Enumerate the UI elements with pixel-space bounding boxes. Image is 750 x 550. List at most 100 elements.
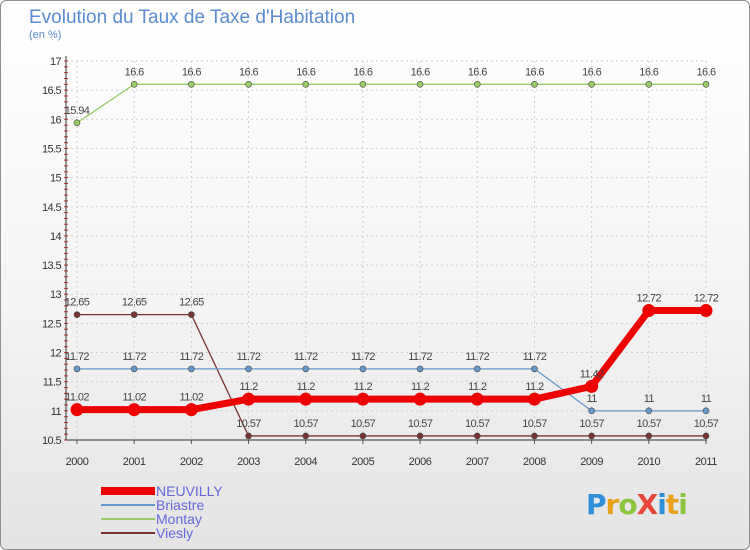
data-label-viesly: 10.57 <box>293 418 318 430</box>
data-point-montay <box>130 81 138 88</box>
y-tick-label: 15 <box>50 173 62 185</box>
data-point-montay <box>73 119 81 127</box>
data-label-montay: 16.6 <box>125 66 144 78</box>
data-point-montay <box>531 81 538 88</box>
data-label-montay: 16.6 <box>468 66 487 78</box>
data-label-briastre: 11.72 <box>523 351 547 363</box>
data-label-viesly: 10.57 <box>694 418 719 430</box>
data-label-montay: 16.6 <box>411 66 430 78</box>
x-tick-label: 2008 <box>523 456 546 468</box>
data-point-viesly <box>188 311 195 318</box>
y-tick-label: 12 <box>50 348 62 360</box>
data-point-viesly <box>359 432 367 440</box>
data-point-neuvilly <box>413 392 427 406</box>
x-tick-label: 2010 <box>637 456 660 468</box>
data-point-briastre <box>702 407 710 415</box>
data-point-neuvilly <box>585 379 599 393</box>
data-point-viesly <box>130 311 138 318</box>
x-tick-label: 2009 <box>580 456 603 468</box>
data-label-briastre: 11.72 <box>237 351 261 363</box>
y-tick-label: 11.5 <box>43 377 62 389</box>
y-tick-label: 16.5 <box>42 85 61 97</box>
data-point-neuvilly <box>184 403 198 417</box>
data-point-montay <box>416 81 424 88</box>
y-tick-label: 16 <box>50 114 62 126</box>
y-tick-label: 14 <box>50 231 62 243</box>
series-line-montay <box>76 83 707 124</box>
data-point-briastre <box>359 365 367 373</box>
proxiti-logo: ProXiti <box>586 488 688 521</box>
data-point-neuvilly <box>470 392 484 406</box>
logo-letter: i <box>678 488 688 521</box>
data-point-briastre <box>588 407 595 415</box>
grid-layer <box>66 60 707 441</box>
data-point-briastre <box>130 365 138 373</box>
x-tick-label: 2006 <box>409 456 432 468</box>
data-label-neuvilly: 11.02 <box>122 392 146 404</box>
y-tick-label: 14.5 <box>42 202 61 214</box>
data-label-viesly: 10.57 <box>351 418 376 430</box>
legend-swatch <box>101 518 155 520</box>
data-point-montay <box>645 81 653 88</box>
data-label-neuvilly: 12.72 <box>637 293 662 305</box>
data-label-montay: 16.6 <box>239 66 258 78</box>
logo-letter: t <box>665 488 679 521</box>
data-label-montay: 16.6 <box>182 66 201 78</box>
y-tick-label: 10.5 <box>42 435 61 447</box>
data-label-neuvilly: 11.02 <box>180 392 204 404</box>
data-label-montay: 16.6 <box>696 66 715 78</box>
data-point-viesly <box>73 311 81 318</box>
data-label-neuvilly: 11.2 <box>354 381 373 393</box>
series-line-neuvilly <box>73 307 710 414</box>
chart-title: Evolution du Taux de Taxe d'Habitation <box>29 7 356 28</box>
data-label-montay: 15.94 <box>65 105 90 117</box>
logo-letter: P <box>586 488 607 521</box>
legend-label: Montay <box>156 511 202 527</box>
data-label-montay: 16.6 <box>296 66 315 78</box>
data-label-neuvilly: 11.2 <box>525 381 544 393</box>
data-point-neuvilly <box>70 403 84 417</box>
logo-letter: o <box>618 488 637 521</box>
legend-swatch <box>101 532 155 534</box>
data-point-viesly <box>245 432 252 440</box>
x-tick-label: 2003 <box>237 456 260 468</box>
data-label-briastre: 11 <box>644 393 655 405</box>
legend-swatch <box>101 504 155 506</box>
data-label-montay: 16.6 <box>353 66 372 78</box>
y-tick-label: 15.5 <box>42 143 61 155</box>
legend-label: Briastre <box>156 497 205 513</box>
legend-label: NEUVILLY <box>156 483 223 499</box>
x-tick-label: 2005 <box>351 456 374 468</box>
data-label-neuvilly: 12.72 <box>694 293 719 305</box>
data-point-briastre <box>302 365 310 373</box>
data-label-briastre: 11.72 <box>180 351 204 363</box>
data-label-neuvilly: 11.2 <box>297 381 316 393</box>
x-tick-label: 2001 <box>123 456 146 468</box>
y-tick-label: 13.5 <box>42 260 61 272</box>
data-label-layer: 11.02 11.02 11.02 11.2 11.2 11.2 11.2 11.2 11.2 1… <box>65 66 720 430</box>
data-label-viesly: 12.65 <box>122 297 147 309</box>
data-label-montay: 16.6 <box>639 66 658 78</box>
y-tick-label: 13 <box>50 289 62 301</box>
logo-letter: i <box>657 488 667 521</box>
data-point-viesly <box>702 432 710 440</box>
data-point-briastre <box>73 365 81 373</box>
data-label-viesly: 10.57 <box>637 418 662 430</box>
data-label-briastre: 11 <box>701 393 712 405</box>
data-point-montay <box>188 81 195 88</box>
data-label-neuvilly: 11.02 <box>65 392 89 404</box>
x-tick-label: 2011 <box>695 456 717 468</box>
data-point-neuvilly <box>699 304 713 318</box>
logo-letter: r <box>605 488 620 521</box>
data-point-viesly <box>416 432 424 440</box>
data-label-briastre: 11 <box>587 393 598 405</box>
data-label-montay: 16.6 <box>525 66 544 78</box>
data-point-viesly <box>588 432 595 440</box>
x-tick-label: 2004 <box>294 456 317 468</box>
data-point-neuvilly <box>642 304 656 318</box>
data-label-neuvilly: 11.42 <box>580 368 604 380</box>
data-point-briastre <box>245 365 252 373</box>
data-point-viesly <box>531 432 538 440</box>
